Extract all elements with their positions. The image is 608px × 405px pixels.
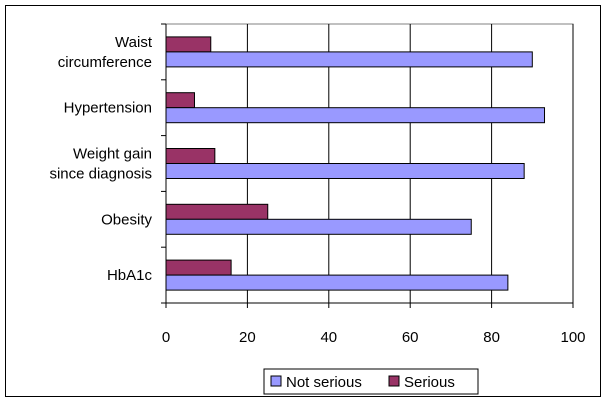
category-label: circumference (58, 54, 152, 71)
bar-serious (165, 148, 216, 164)
bar-not-serious (165, 163, 525, 179)
bar-serious (165, 36, 212, 53)
category-label: Obesity (101, 211, 152, 228)
x-tick-label: 0 (162, 329, 170, 346)
legend-label: Not serious (286, 374, 362, 391)
tick-labels: 0 20 40 60 80 100 (162, 329, 586, 346)
legend-swatch (270, 375, 282, 387)
bar-not-serious (165, 51, 533, 68)
bar-serious (165, 203, 269, 220)
x-tick-label: 80 (483, 329, 500, 346)
category-label: Weight gain (73, 146, 152, 163)
bar-serious (165, 259, 232, 276)
axes (161, 23, 574, 308)
bar-not-serious (165, 107, 546, 124)
bar-serious (165, 92, 195, 109)
category-label: Hypertension (64, 100, 152, 117)
category-labels: Waist circumference Hypertension Weight gai… (49, 34, 152, 284)
legend-swatch (388, 375, 400, 387)
x-tick-label: 60 (402, 329, 419, 346)
bar-not-serious (165, 274, 509, 291)
legend-box (263, 368, 479, 395)
x-tick-label: 100 (560, 329, 585, 346)
legend: Not serious Serious (263, 368, 479, 395)
category-label: Waist (115, 34, 153, 51)
legend-label: Serious (404, 374, 455, 391)
x-tick-label: 40 (320, 329, 337, 346)
category-label: HbA1c (107, 267, 153, 284)
bar-not-serious (165, 218, 472, 235)
category-label: since diagnosis (49, 166, 152, 183)
bars (165, 36, 546, 291)
x-tick-label: 20 (239, 329, 256, 346)
